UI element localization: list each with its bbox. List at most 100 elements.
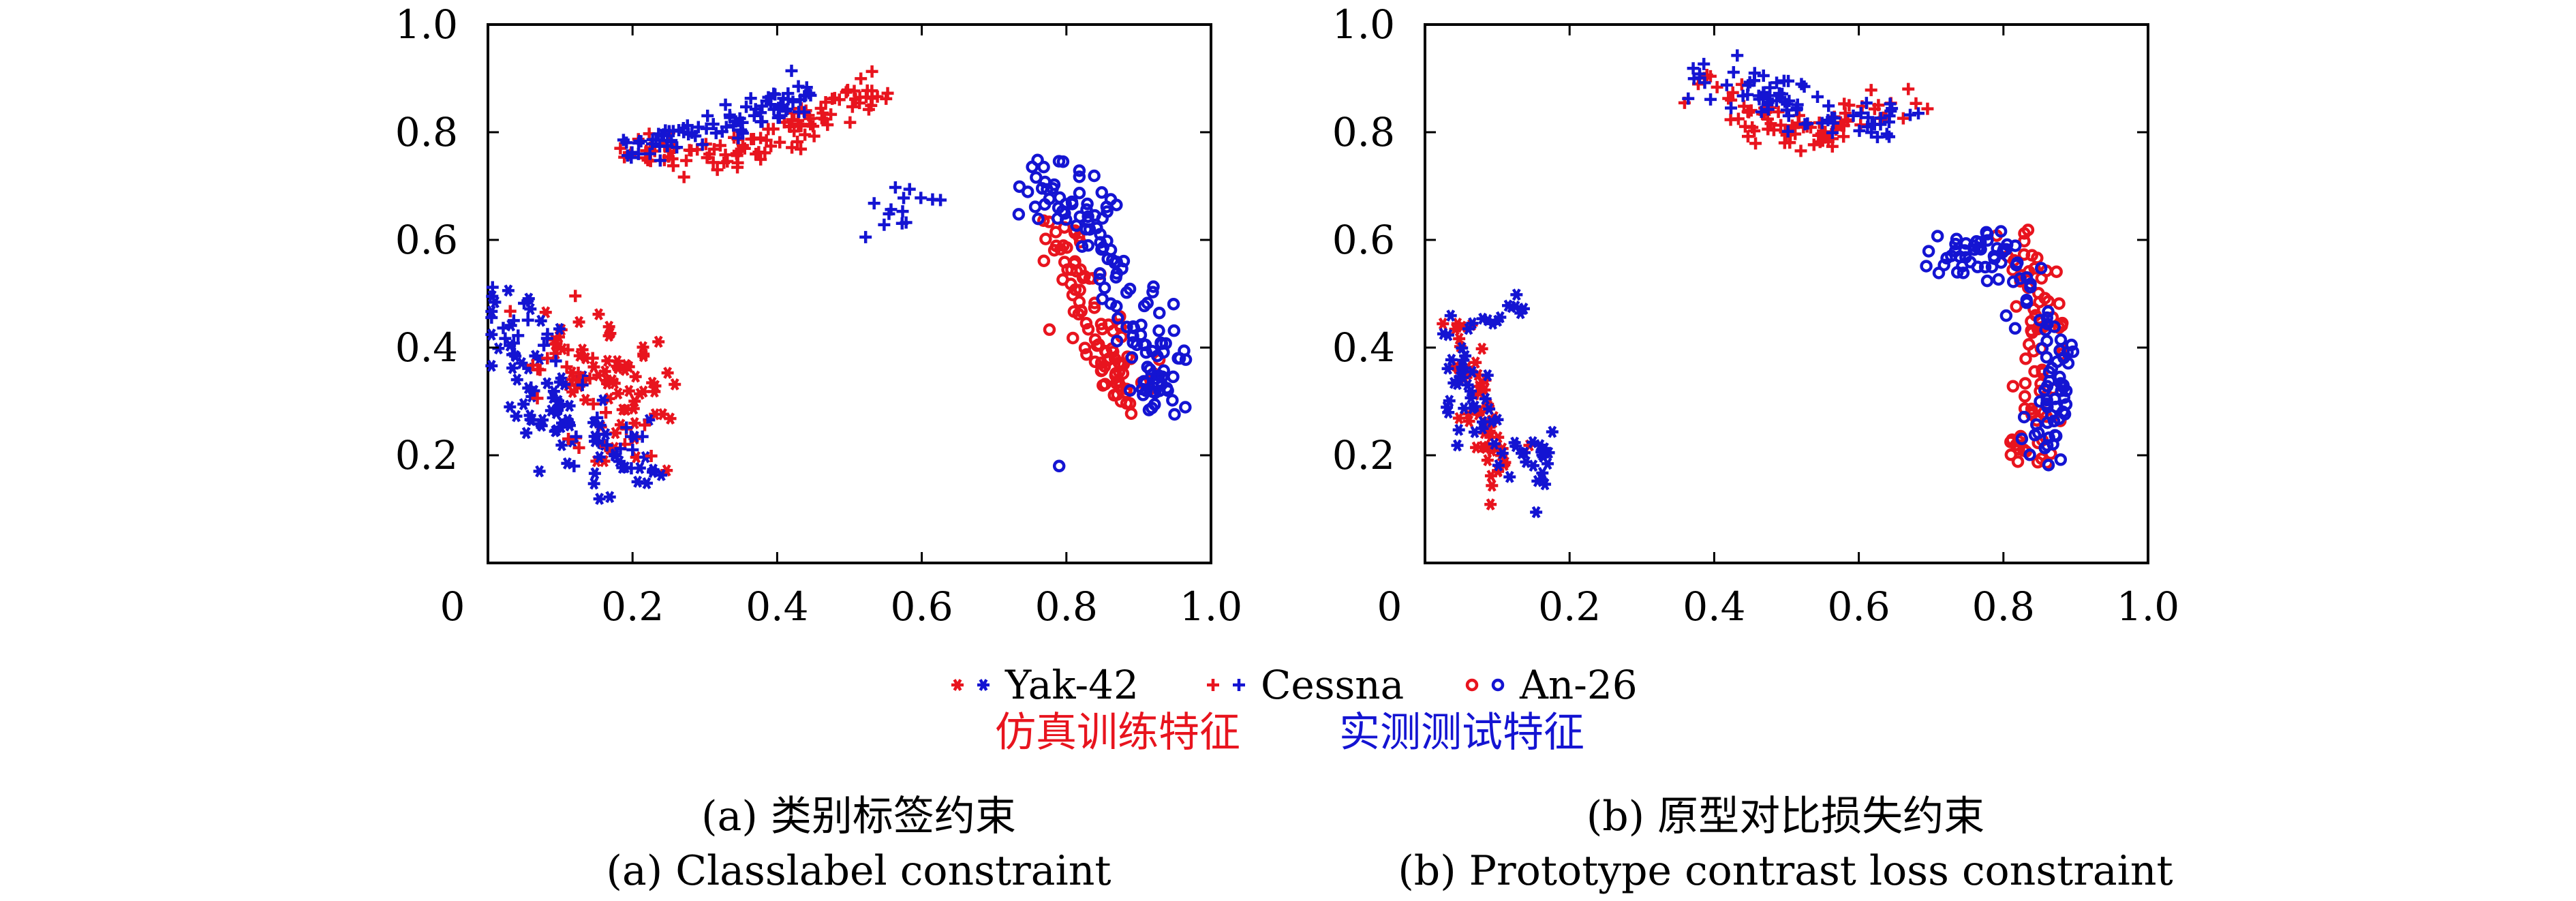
point-cessna-real bbox=[1781, 97, 1794, 110]
point-an-26-sim bbox=[2025, 402, 2038, 416]
point-an-26-real bbox=[2010, 258, 2023, 272]
point-cessna-sim bbox=[562, 343, 574, 356]
point-an-26-real bbox=[2066, 345, 2080, 358]
point-yak-42-real bbox=[534, 314, 547, 327]
point-cessna-real bbox=[626, 444, 639, 457]
point-yak-42-sim bbox=[592, 308, 605, 321]
legend-item-yak-42: Yak-42 bbox=[951, 662, 1139, 708]
point-cessna-sim bbox=[1732, 112, 1745, 125]
x-tick-label: 0.6 bbox=[1827, 583, 1890, 630]
point-cessna-sim bbox=[1897, 112, 1910, 125]
x-tick-label: 0.8 bbox=[1035, 583, 1098, 630]
point-an-26-sim bbox=[2019, 352, 2032, 365]
point-cessna-real bbox=[521, 314, 534, 326]
y-tick-label: 0.4 bbox=[1332, 324, 1395, 371]
point-an-26-real bbox=[2024, 277, 2037, 290]
y-tick-label: 0.8 bbox=[395, 109, 458, 155]
point-an-26-real bbox=[1992, 273, 2005, 286]
point-yak-42-sim bbox=[652, 335, 665, 348]
point-cessna-real bbox=[859, 230, 872, 243]
point-an-26-real bbox=[1082, 239, 1094, 252]
point-cessna-real bbox=[600, 439, 613, 452]
point-yak-42-real bbox=[504, 401, 517, 413]
point-an-26-real bbox=[1060, 213, 1073, 226]
point-cessna-real bbox=[620, 421, 633, 434]
point-cessna-real bbox=[716, 125, 729, 138]
legend-label: Cessna bbox=[1261, 662, 1404, 708]
point-cessna-real bbox=[646, 138, 659, 151]
point-cessna-real bbox=[896, 205, 909, 218]
point-cessna-real bbox=[508, 348, 521, 361]
point-cessna-real bbox=[632, 147, 645, 160]
point-cessna-sim bbox=[773, 136, 786, 149]
y-tick-label: 0.8 bbox=[1332, 109, 1395, 155]
point-cessna-real bbox=[614, 442, 627, 455]
point-cessna-real bbox=[555, 398, 568, 411]
point-an-26-real bbox=[1152, 369, 1165, 382]
point-an-26-real bbox=[1073, 164, 1086, 177]
point-cessna-real bbox=[636, 430, 649, 443]
point-an-26-real bbox=[1999, 309, 2013, 322]
point-yak-42-real bbox=[1452, 423, 1465, 436]
point-an-26-real bbox=[1974, 243, 1987, 256]
point-cessna-real bbox=[1704, 93, 1717, 106]
point-an-26-real bbox=[1146, 286, 1159, 299]
point-yak-42-real bbox=[555, 439, 568, 451]
point-an-26-sim bbox=[2017, 248, 2031, 261]
point-an-26-real bbox=[1981, 228, 1994, 241]
point-yak-42-sim bbox=[1437, 318, 1450, 330]
point-yak-42-real bbox=[1466, 317, 1479, 330]
point-cessna-real bbox=[915, 192, 927, 204]
point-cessna-real bbox=[1828, 112, 1841, 125]
point-cessna-real bbox=[756, 100, 769, 112]
point-an-26-real bbox=[1075, 240, 1089, 253]
scatter-panel-a: 0 0.2 0.4 0.6 0.8 1.0 0.2 0.4 0.6 0.8 1.0 bbox=[395, 1, 1242, 630]
point-cessna-real bbox=[686, 126, 699, 139]
point-an-26-real bbox=[1037, 160, 1050, 174]
point-an-26-real bbox=[1146, 344, 1159, 358]
point-cessna-real bbox=[785, 64, 798, 77]
point-cessna-real bbox=[1874, 112, 1887, 125]
point-an-26-real bbox=[1081, 197, 1094, 211]
point-yak-42-real bbox=[1517, 303, 1530, 315]
point-cessna-sim bbox=[1775, 119, 1788, 132]
point-yak-42-real bbox=[1510, 288, 1523, 301]
point-an-26-real bbox=[1179, 401, 1192, 414]
point-an-26-real bbox=[1137, 299, 1151, 313]
point-cessna-real bbox=[794, 93, 807, 106]
point-an-26-real bbox=[1980, 274, 1994, 288]
point-an-26-sim bbox=[1060, 241, 1073, 254]
point-an-26-real bbox=[2057, 351, 2070, 365]
point-cessna-real bbox=[654, 154, 666, 167]
point-an-26-real bbox=[1120, 320, 1133, 333]
point-cessna-real bbox=[538, 339, 551, 352]
point-cessna-real bbox=[868, 197, 880, 210]
point-cessna-sim bbox=[754, 153, 767, 166]
point-cessna-real bbox=[1758, 87, 1770, 100]
point-cessna-real bbox=[732, 132, 745, 144]
point-yak-42-real bbox=[1459, 350, 1472, 363]
point-yak-42-real bbox=[1451, 439, 1464, 452]
point-cessna-real bbox=[709, 127, 722, 140]
point-cessna-sim bbox=[745, 133, 758, 146]
point-cessna-real bbox=[1822, 100, 1835, 112]
point-cessna-real bbox=[1687, 72, 1700, 85]
point-cessna-real bbox=[798, 106, 811, 119]
point-yak-42-real bbox=[588, 467, 601, 480]
point-an-26-real bbox=[1117, 254, 1131, 268]
point-an-26-real bbox=[1111, 311, 1124, 325]
point-an-26-real bbox=[1094, 236, 1107, 249]
point-yak-42-real bbox=[631, 475, 644, 488]
y-tick-label: 0.4 bbox=[395, 324, 458, 371]
point-cessna-sim bbox=[719, 149, 732, 162]
point-an-26-real bbox=[1110, 335, 1124, 348]
point-an-26-real bbox=[1032, 212, 1045, 226]
point-cessna-sim bbox=[731, 161, 744, 174]
legend-sim-label: 仿真训练特征 bbox=[995, 709, 1240, 757]
point-yak-42-real bbox=[1483, 403, 1496, 416]
point-an-26-real bbox=[2034, 262, 2048, 275]
point-cessna-real bbox=[1798, 80, 1811, 93]
point-cessna-real bbox=[1853, 124, 1866, 137]
point-an-26-sim bbox=[1088, 355, 1102, 369]
point-cessna-sim bbox=[865, 99, 878, 112]
